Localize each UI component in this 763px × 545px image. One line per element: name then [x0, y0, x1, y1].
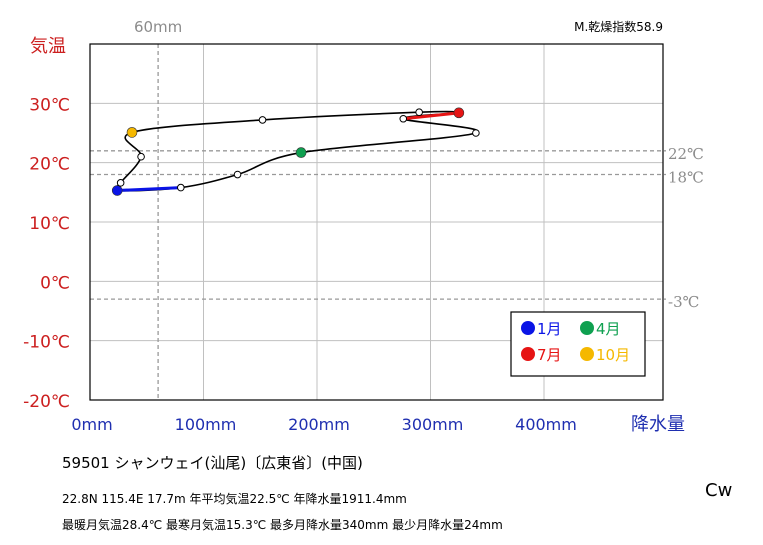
legend-marker-month-1 — [521, 321, 535, 335]
y-axis-label: 気温 — [30, 36, 66, 57]
y-tick-label: -10℃ — [23, 333, 70, 353]
temp-threshold-label: 22℃ — [668, 145, 704, 163]
reference-lines: 60mm 22℃ 18℃ -3℃ — [90, 18, 704, 400]
legend-box — [510, 311, 646, 377]
x-tick-label: 0mm — [71, 415, 112, 434]
x-tick-label: 200mm — [288, 415, 350, 434]
temp-threshold-label: -3℃ — [668, 293, 699, 311]
month-8-point — [415, 108, 423, 117]
month-2-point — [177, 183, 185, 192]
month-7-point — [453, 107, 465, 119]
data-points — [111, 107, 480, 196]
station-title: 59501 シャンウェイ(汕尾)〔広東省〕(中国) — [62, 454, 363, 472]
january-segment — [117, 186, 181, 193]
legend-marker-month-4 — [580, 321, 594, 335]
month-1-point — [111, 185, 123, 196]
temp-threshold-label: 18℃ — [668, 169, 704, 187]
station-stats: 最暖月気温28.4℃ 最寒月気温15.3℃ 最多月降水量340mm 最少月降水量… — [62, 518, 503, 532]
legend-label-month-4: 4月 — [596, 320, 621, 338]
y-tick-label: 0℃ — [40, 273, 70, 293]
y-tick-label: -20℃ — [23, 392, 70, 412]
legend-marker-month-10 — [580, 347, 594, 361]
legend-marker-month-7 — [521, 347, 535, 361]
y-tick-label: 10℃ — [29, 214, 70, 234]
axes: 30℃ 20℃ 10℃ 0℃ -10℃ -20℃ 気温 0mm 100mm 200mm 300mm 4… — [23, 19, 685, 435]
month-4-point — [295, 147, 307, 158]
x-tick-label: 300mm — [402, 415, 464, 434]
station-meta: 22.8N 115.4E 17.7m 年平均気温22.5℃ 年降水量1911.4… — [62, 492, 407, 506]
legend-label-month-10: 10月 — [596, 346, 630, 364]
legend: 1月 4月 7月 10月 — [510, 311, 646, 377]
month-3-point — [233, 170, 242, 179]
month-12-point — [116, 179, 125, 187]
x-tick-label: 100mm — [175, 415, 237, 434]
precip-threshold-label: 60mm — [134, 18, 182, 36]
july-segment — [403, 111, 460, 121]
dryness-index-label: M.乾燥指数58.9 — [574, 19, 663, 34]
legend-label-month-7: 7月 — [537, 346, 562, 364]
month-11-point — [137, 152, 145, 161]
climate-code: Cw — [705, 480, 733, 501]
x-axis-label: 降水量 — [631, 414, 685, 435]
month-6-point — [399, 114, 408, 123]
month-5-point — [472, 129, 480, 137]
y-tick-label: 30℃ — [29, 95, 70, 115]
month-9-point — [258, 116, 267, 124]
x-tick-label: 400mm — [515, 415, 577, 434]
month-10-point — [126, 127, 138, 138]
y-tick-label: 20℃ — [29, 155, 70, 175]
plot-frame — [89, 43, 664, 401]
legend-label-month-1: 1月 — [537, 320, 562, 338]
